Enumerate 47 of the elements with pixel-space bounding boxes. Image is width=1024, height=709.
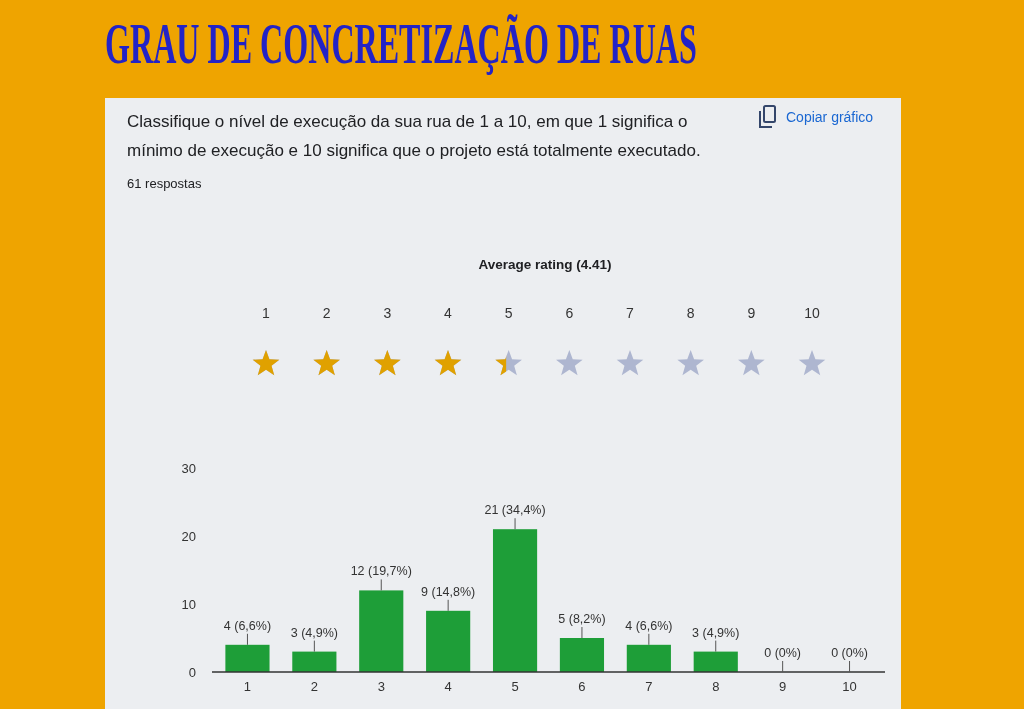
- x-tick-label: 2: [310, 679, 318, 695]
- x-tick-label: 5: [511, 679, 519, 695]
- data-label: 0 (0%): [764, 646, 802, 660]
- category-label: 10: [804, 305, 820, 321]
- bar: [359, 590, 404, 672]
- text: Average rating (4.41): [478, 257, 612, 272]
- x-tick-label: 1: [243, 679, 252, 695]
- category-label: 6: [565, 305, 574, 321]
- y-tick-label: 10: [181, 596, 196, 612]
- bar: [292, 651, 337, 672]
- category-label: 4: [444, 305, 452, 321]
- data-label: 9 (14,8%): [421, 584, 476, 599]
- bar: [492, 529, 538, 672]
- data-label: 5 (8,2%): [558, 612, 606, 626]
- chart-subtitle: Classifique o nível de execução da sua rua de 1 a 10, em que 1 significa o mínimo de execução e 10 significa que o projeto está totalmente executado.: [127, 111, 702, 162]
- category-label: 1: [262, 305, 270, 321]
- x-tick-label: 4: [444, 679, 452, 695]
- category-label: 9: [747, 305, 756, 321]
- x-tick-label: 10: [842, 679, 857, 695]
- y-tick-label: 0: [188, 664, 196, 680]
- category-label: 2: [322, 305, 331, 321]
- y-tick-label: 30: [181, 460, 196, 476]
- data-label: 3 (4,9%): [692, 625, 740, 640]
- category-label: 5: [504, 305, 513, 321]
- y-tick-label: 20: [181, 528, 196, 544]
- category-label: 3: [383, 305, 392, 321]
- text: Copiar gráfico: [786, 109, 874, 125]
- x-tick-label: 7: [645, 679, 653, 695]
- data-label: 4 (6,6%): [625, 618, 673, 633]
- bar: [559, 638, 605, 672]
- x-tick-label: 6: [578, 679, 586, 695]
- bar: [693, 651, 738, 672]
- bar: [225, 644, 270, 672]
- category-label: 8: [686, 305, 695, 321]
- data-label: 12 (19,7%): [350, 564, 412, 579]
- x-tick-label: 9: [779, 679, 787, 695]
- text: 61 respostas: [127, 176, 202, 191]
- chart-title: GRAU DE CONCRETIZAÇÃO DE RUAS: [105, 11, 697, 76]
- data-label: 21 (34,4%): [484, 503, 546, 518]
- x-tick-label: 8: [712, 679, 720, 695]
- data-label: 0 (0%): [831, 646, 868, 660]
- bar: [426, 610, 471, 672]
- data-label: 4 (6,6%): [223, 618, 272, 633]
- x-tick-label: 3: [377, 679, 385, 695]
- category-label: 7: [626, 305, 634, 321]
- bar: [626, 644, 671, 672]
- data-label: 3 (4,9%): [290, 625, 338, 640]
